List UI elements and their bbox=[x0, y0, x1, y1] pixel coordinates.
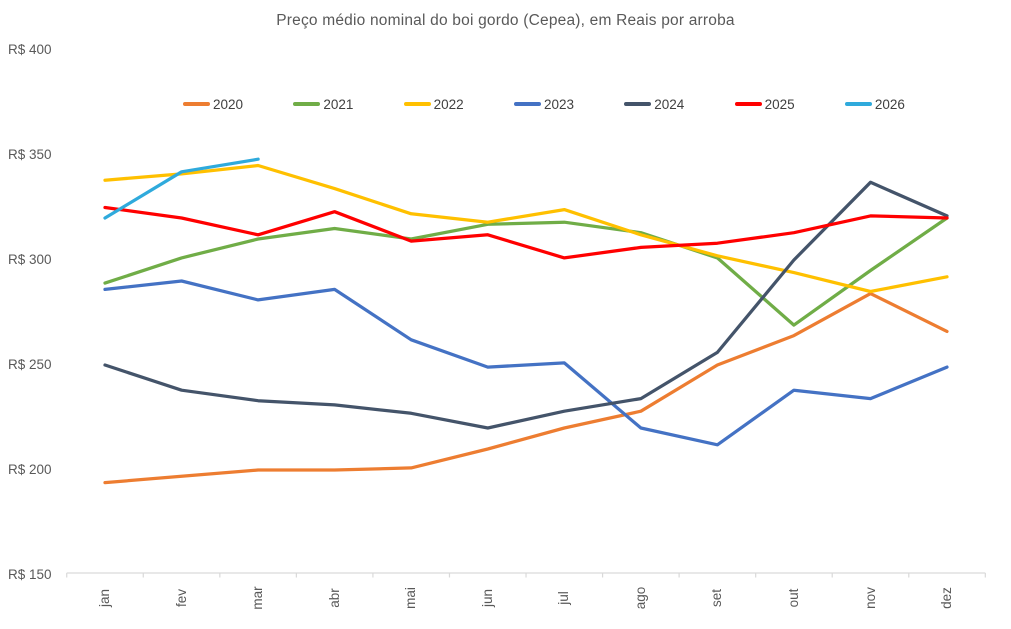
series-line-2025 bbox=[103, 205, 949, 260]
x-axis-tick-label: ago bbox=[632, 586, 648, 610]
legend-swatch-2020 bbox=[183, 102, 210, 106]
y-axis-tick-label: R$ 250 bbox=[8, 357, 52, 372]
legend-swatch-2022 bbox=[403, 102, 431, 106]
series-line-2021 bbox=[103, 216, 949, 327]
x-axis-tick-label: mar bbox=[250, 586, 266, 610]
legend-label-2020: 2020 bbox=[213, 96, 244, 112]
series-line-2024 bbox=[103, 180, 949, 430]
legend-label-2026: 2026 bbox=[874, 96, 905, 112]
series-line-2022 bbox=[103, 163, 949, 294]
x-axis-tick-label: set bbox=[709, 589, 725, 608]
chart-title: Preço médio nominal do boi gordo (Cepea)… bbox=[276, 12, 735, 29]
x-axis-tick-label: mai bbox=[403, 587, 419, 609]
chart-legend: 2020 2021 2022 2023 2024 2025 2026 bbox=[183, 95, 905, 113]
x-axis-tick-label: nov bbox=[862, 587, 878, 609]
legend-item-2021: 2021 bbox=[293, 97, 353, 112]
legend-label-2021: 2021 bbox=[323, 96, 354, 112]
series-line-2023 bbox=[103, 279, 949, 447]
x-axis-tick-label: abr bbox=[326, 588, 342, 608]
legend-item-2024: 2024 bbox=[624, 97, 684, 112]
x-axis-tick-label: dez bbox=[939, 587, 955, 609]
y-axis-tick-label: R$ 150 bbox=[8, 567, 52, 582]
y-axis-tick-label: R$ 400 bbox=[8, 42, 52, 57]
y-axis-tick-label: R$ 350 bbox=[8, 147, 52, 162]
legend-label-2022: 2022 bbox=[433, 96, 464, 112]
legend-item-2023: 2023 bbox=[513, 96, 574, 112]
legend-label-2024: 2024 bbox=[654, 96, 685, 112]
legend-swatch-2021 bbox=[293, 102, 321, 106]
x-axis-tick-label: fev bbox=[173, 589, 189, 608]
x-axis-tick-label: jun bbox=[479, 589, 495, 608]
legend-swatch-2026 bbox=[844, 102, 872, 106]
y-axis-tick-label: R$ 200 bbox=[8, 462, 52, 477]
legend-swatch-2025 bbox=[734, 102, 762, 106]
x-axis-tick-label: out bbox=[785, 588, 801, 608]
legend-swatch-2023 bbox=[513, 102, 541, 106]
legend-item-2026: 2026 bbox=[844, 96, 905, 112]
y-axis-tick-label: R$ 300 bbox=[8, 252, 52, 267]
x-axis-tick-label: jan bbox=[97, 589, 112, 608]
series-line-2026 bbox=[103, 157, 260, 220]
legend-label-2025: 2025 bbox=[764, 96, 795, 112]
x-axis-tick-label: jul bbox=[556, 591, 572, 605]
legend-item-2022: 2022 bbox=[403, 96, 464, 112]
legend-item-2020: 2020 bbox=[183, 97, 243, 112]
legend-item-2025: 2025 bbox=[734, 96, 795, 112]
legend-label-2023: 2023 bbox=[543, 96, 574, 112]
legend-swatch-2024 bbox=[624, 102, 652, 106]
series-line-2020 bbox=[103, 291, 949, 485]
